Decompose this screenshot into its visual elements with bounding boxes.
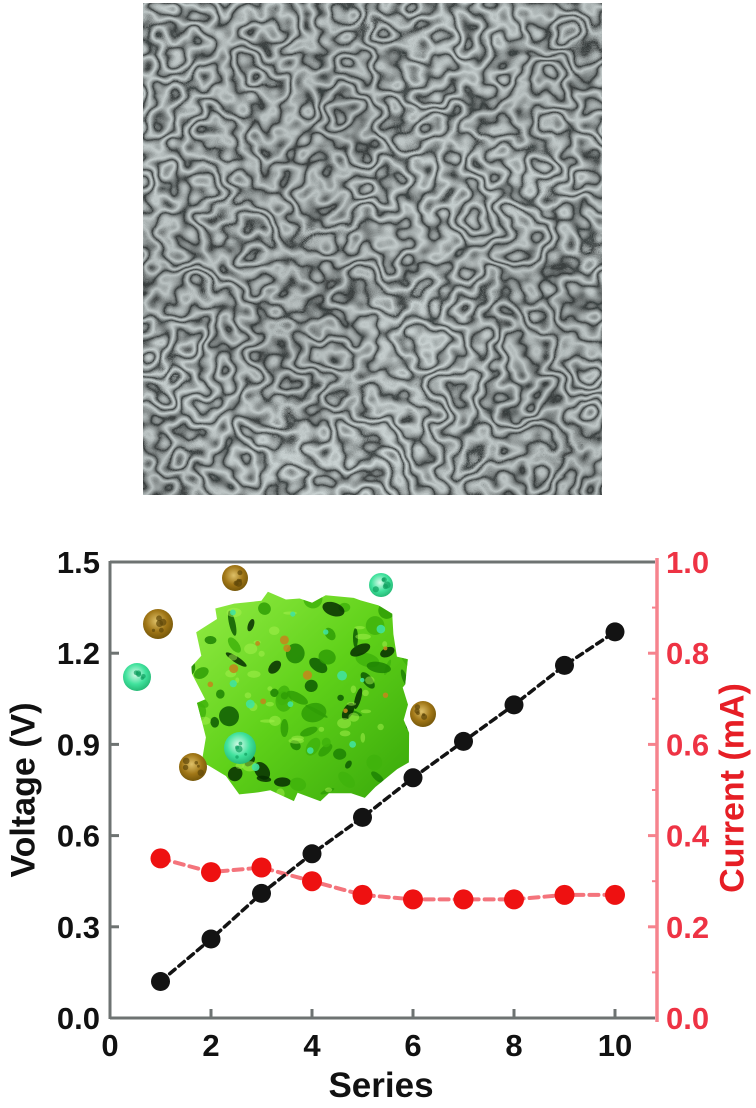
brown-microbe-particle [143,609,173,639]
current-data-point [453,889,474,910]
current-data-point [251,857,272,878]
brown-microbe-particle [179,753,207,781]
right-tick-label: 0.4 [666,819,710,854]
x-tick-label: 8 [505,1028,522,1063]
left-tick-label: 1.5 [57,545,100,580]
right-tick-label: 1.0 [666,545,709,580]
y-axis-right-title: Current (mA) [713,683,752,893]
right-tick-label: 0.8 [666,636,709,671]
left-tick-label: 0.3 [57,910,100,945]
voltage-data-point [201,929,221,949]
teal-microbe-particle [224,732,256,764]
current-data-point [150,848,171,869]
voltage-data-point [504,695,524,715]
x-axis-title: Series [328,1066,434,1105]
x-tick-label: 10 [598,1028,632,1063]
inset-foam-cube-illustration [123,565,436,802]
current-data-point [554,884,575,905]
voltage-data-point [252,883,271,903]
y-axis-left-title: Voltage (V) [4,702,43,878]
axis-ticks [110,606,657,1018]
tick-labels: 0.0 0.3 0.6 0.9 1.2 1.5 0 2 4 6 8 10 0.0 0.2 0.4 0.6 0.8… [57,545,710,1063]
x-tick-label: 4 [303,1028,321,1063]
teal-microbe-particle [369,573,393,597]
current-series-line [158,856,617,902]
left-tick-label: 1.2 [57,636,100,671]
voltage-data-point [555,655,574,675]
voltage-data-point [353,807,372,827]
current-data-point [201,862,221,883]
left-tick-label: 0.9 [57,727,100,762]
voltage-data-point [151,972,170,991]
dual-axis-line-chart: 0.0 0.3 0.6 0.9 1.2 1.5 0 2 4 6 8 10 0.0 0.2 0.4 0.6 0.8… [57,545,710,1063]
voltage-data-point [454,731,473,751]
x-tick-label: 2 [202,1028,219,1063]
voltage-data-point [302,844,322,864]
current-data-point [605,884,625,905]
sem-micrograph-image [143,3,602,495]
voltage-data-point [403,768,423,788]
sem-texture [143,3,602,495]
current-data-point [302,871,322,892]
current-data-point [403,889,423,910]
voltage-series-line [158,630,617,984]
current-data-point [504,889,524,910]
x-tick-label: 0 [101,1028,118,1063]
x-tick-label: 6 [404,1028,421,1063]
left-tick-label: 0.0 [57,1001,100,1036]
current-data-point [352,884,373,905]
left-tick-label: 0.6 [57,819,100,854]
brown-microbe-particle [410,701,436,727]
voltage-data-point [605,622,625,642]
right-tick-label: 0.0 [666,1001,709,1036]
right-tick-label: 0.2 [666,910,709,945]
brown-microbe-particle [222,565,248,591]
right-tick-label: 0.6 [666,727,709,762]
teal-microbe-particle [123,663,151,691]
